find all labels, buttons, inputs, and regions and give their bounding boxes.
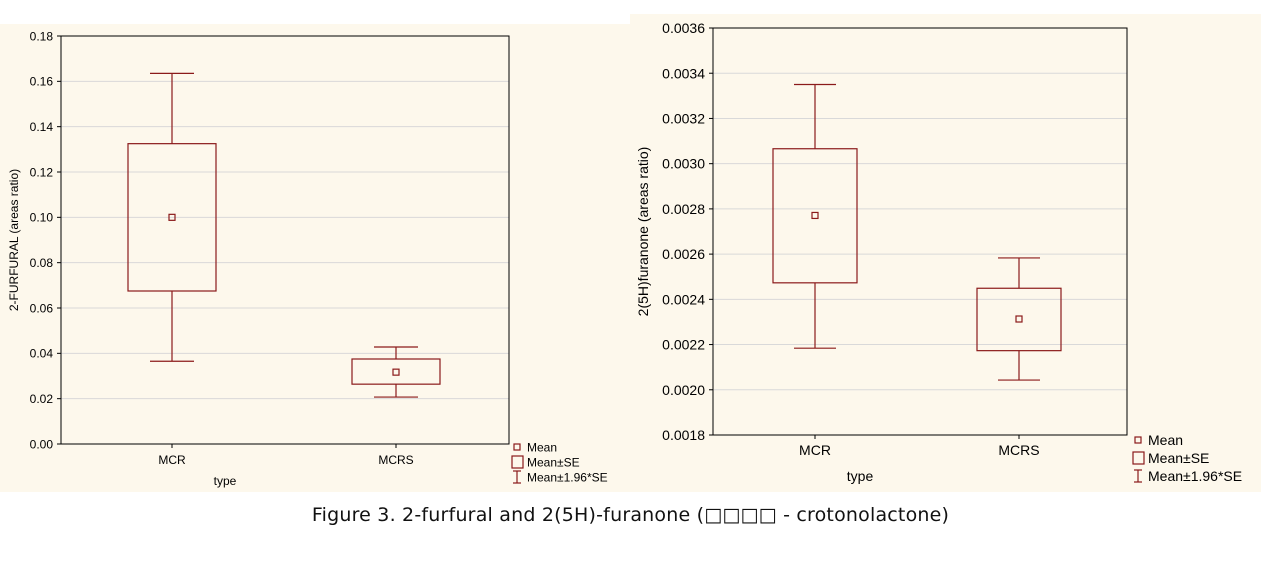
legend-mean-label: Mean <box>527 440 557 454</box>
legend-mean-label: Mean <box>1148 432 1183 448</box>
se-box <box>127 143 217 292</box>
mean-marker <box>392 368 400 376</box>
y-tick-label: 0.0018 <box>662 427 705 443</box>
y-tick-label: 0.00 <box>30 437 54 451</box>
furfural-chart: 0.00 0.02 0.04 0.06 0.08 0.10 0.12 0.14 0.16 0.18… <box>7 29 608 488</box>
se-box <box>351 358 441 385</box>
y-tick-label: 0.0028 <box>662 201 705 217</box>
y-tick-label: 0.16 <box>30 75 54 89</box>
y-tick-label: 0.12 <box>30 165 54 179</box>
y-tick-label: 0.0026 <box>662 246 705 262</box>
x-axis-title: type <box>214 474 237 488</box>
legend-mean-icon <box>1134 436 1142 444</box>
y-tick-label: 0.08 <box>30 256 54 270</box>
mean-marker <box>811 211 819 220</box>
y-tick-label: 0.10 <box>30 211 54 225</box>
y-tick-label: 0.0030 <box>662 156 705 172</box>
se-box <box>772 148 858 284</box>
y-tick-label: 0.0034 <box>662 65 705 81</box>
y-tick-label: 0.0036 <box>662 20 705 36</box>
mean-marker <box>1015 315 1023 323</box>
legend-se-icon <box>1132 451 1145 465</box>
legend: Mean Mean±SE Mean±1.96*SE <box>1132 432 1242 484</box>
plot-frame <box>60 35 510 445</box>
x-tick-label: MCR <box>799 442 831 458</box>
legend-se-label: Mean±SE <box>1148 450 1209 466</box>
y-axis-title: 2-FURFURAL (areas ratio) <box>7 169 21 311</box>
y-tick-label: 0.0020 <box>662 382 705 398</box>
plot-frame <box>712 27 1128 436</box>
x-tick-label: MCRS <box>998 442 1039 458</box>
x-tick-label: MCR <box>158 453 186 467</box>
legend-se-icon <box>511 455 524 469</box>
y-axis-title: 2(5H)furanone (areas ratio) <box>635 147 651 317</box>
y-tick-label: 0.04 <box>30 347 54 361</box>
y-tick-label: 0.14 <box>30 120 54 134</box>
y-tick-label: 0.0032 <box>662 110 705 126</box>
y-tick-label: 0.0024 <box>662 291 705 307</box>
legend-mean-icon <box>513 443 521 451</box>
se-box <box>976 287 1062 352</box>
left-chart-background <box>0 24 630 492</box>
x-axis-title: type <box>847 468 874 484</box>
y-tick-label: 0.06 <box>30 301 54 315</box>
legend-ci-label: Mean±1.96*SE <box>527 470 608 484</box>
furanone-chart: 0.0018 0.0020 0.0022 0.0024 0.0026 0.0028 0.00… <box>635 20 1242 484</box>
legend-se-label: Mean±SE <box>527 455 580 469</box>
legend-ci-label: Mean±1.96*SE <box>1148 468 1242 484</box>
y-tick-label: 0.0022 <box>662 337 705 353</box>
y-tick-label: 0.02 <box>30 392 54 406</box>
figure-caption: Figure 3. 2-furfural and 2(5H)-furanone … <box>311 504 950 526</box>
charts-canvas: 0.00 0.02 0.04 0.06 0.08 0.10 0.12 0.14 0.16 0.18… <box>7 20 1242 488</box>
right-chart-background <box>630 14 1261 492</box>
mean-marker <box>168 213 176 221</box>
y-tick-label: 0.18 <box>30 29 54 43</box>
x-tick-label: MCRS <box>378 453 413 467</box>
